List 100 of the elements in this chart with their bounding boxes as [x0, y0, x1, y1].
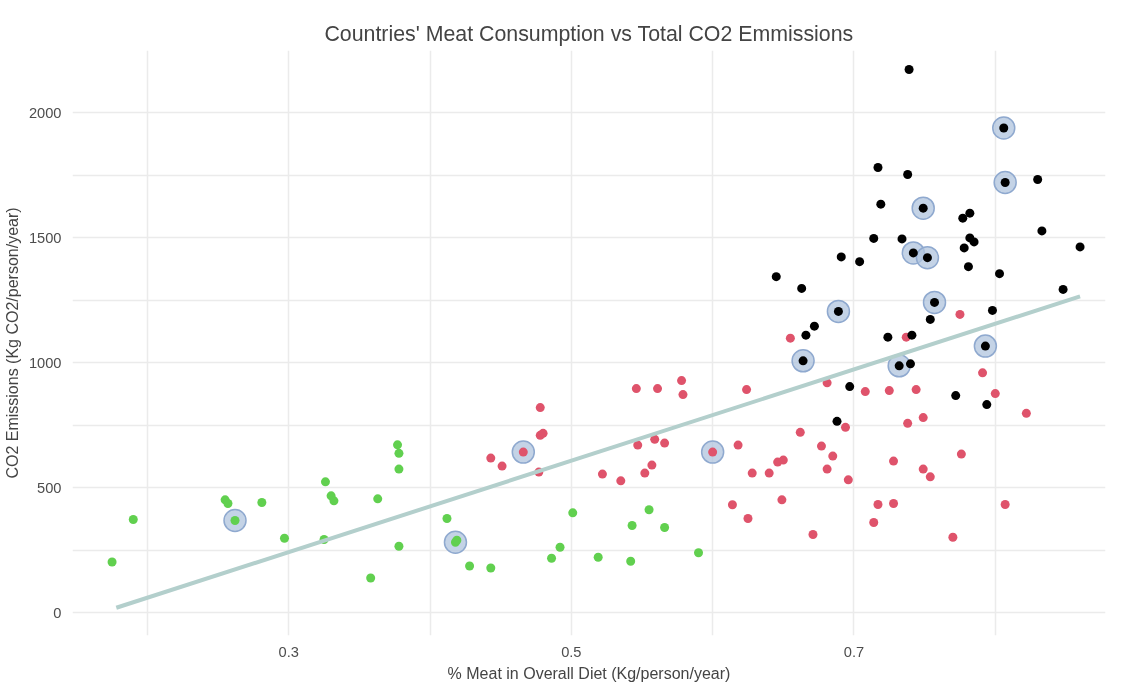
- point: [631, 384, 641, 394]
- point: [860, 387, 870, 397]
- point: [918, 413, 928, 423]
- point: [987, 305, 997, 315]
- point: [883, 332, 893, 342]
- point: [843, 475, 853, 485]
- point: [889, 456, 899, 466]
- point: [497, 461, 507, 471]
- y-tick-label: 1000: [28, 354, 62, 371]
- point: [801, 330, 811, 340]
- point: [969, 237, 979, 247]
- point: [743, 514, 753, 524]
- point: [855, 257, 865, 267]
- point: [771, 272, 781, 282]
- point: [897, 234, 907, 244]
- point: [869, 518, 879, 528]
- point: [633, 440, 643, 450]
- point: [394, 541, 404, 551]
- point: [627, 521, 637, 531]
- point: [965, 208, 975, 218]
- point: [593, 552, 603, 562]
- point: [795, 427, 805, 437]
- point: [394, 448, 404, 458]
- point: [905, 359, 915, 369]
- point: [990, 389, 1000, 399]
- point: [329, 496, 339, 506]
- point: [653, 384, 663, 394]
- point: [677, 376, 687, 386]
- y-tick-label: 0: [53, 604, 62, 621]
- point: [925, 314, 935, 324]
- y-tick-label: 1500: [28, 229, 62, 246]
- point: [948, 532, 958, 542]
- point: [797, 283, 807, 293]
- point: [279, 533, 289, 543]
- point: [809, 321, 819, 331]
- point: [320, 477, 330, 487]
- point: [128, 515, 138, 525]
- point: [650, 434, 660, 444]
- point: [660, 438, 670, 448]
- y-axis-title: CO2 Emissions (Kg CO2/person/year): [3, 207, 21, 479]
- point: [904, 65, 914, 74]
- point: [727, 500, 737, 510]
- point: [955, 309, 965, 319]
- point: [822, 464, 832, 474]
- point: [486, 563, 496, 573]
- point: [107, 557, 117, 567]
- point: [777, 495, 787, 505]
- point: [747, 468, 757, 478]
- point: [733, 440, 743, 450]
- y-tick-label: 2000: [28, 104, 62, 121]
- point: [956, 449, 966, 459]
- point: [978, 368, 988, 378]
- point: [568, 508, 578, 518]
- point: [640, 468, 650, 478]
- point: [555, 542, 565, 552]
- point: [907, 330, 917, 340]
- point: [597, 469, 607, 479]
- point: [876, 199, 886, 209]
- x-tick-label: 0.3: [278, 643, 299, 660]
- point: [694, 548, 704, 558]
- point: [816, 441, 826, 451]
- point: [918, 464, 928, 474]
- point: [873, 500, 883, 510]
- point: [959, 243, 969, 253]
- point: [840, 422, 850, 432]
- point: [873, 162, 883, 172]
- point: [616, 476, 626, 486]
- point: [394, 464, 404, 474]
- point: [1021, 408, 1031, 418]
- point: [836, 252, 846, 262]
- x-axis-title: % Meat in Overall Diet (Kg/person/year): [447, 664, 731, 682]
- point: [778, 455, 788, 465]
- point: [951, 391, 961, 401]
- point: [808, 530, 818, 540]
- point: [925, 472, 935, 482]
- point: [785, 333, 795, 343]
- x-tick-label: 0.5: [561, 643, 582, 660]
- chart-title: Countries' Meat Consumption vs Total CO2 Emmissions: [324, 21, 854, 46]
- point: [366, 573, 376, 583]
- point: [911, 385, 921, 395]
- point: [223, 499, 233, 509]
- point: [764, 468, 774, 478]
- point: [1033, 174, 1043, 184]
- point: [257, 498, 267, 508]
- point: [845, 382, 855, 392]
- point: [995, 269, 1005, 279]
- point: [678, 390, 688, 400]
- point: [869, 233, 879, 243]
- point: [626, 556, 636, 566]
- point: [465, 561, 475, 571]
- point: [1075, 242, 1085, 252]
- point: [889, 499, 899, 509]
- point: [884, 386, 894, 396]
- point: [903, 418, 913, 428]
- point: [547, 553, 557, 563]
- point: [373, 494, 383, 504]
- point: [828, 451, 838, 461]
- point: [1037, 226, 1047, 236]
- point: [535, 403, 545, 413]
- point: [660, 523, 670, 533]
